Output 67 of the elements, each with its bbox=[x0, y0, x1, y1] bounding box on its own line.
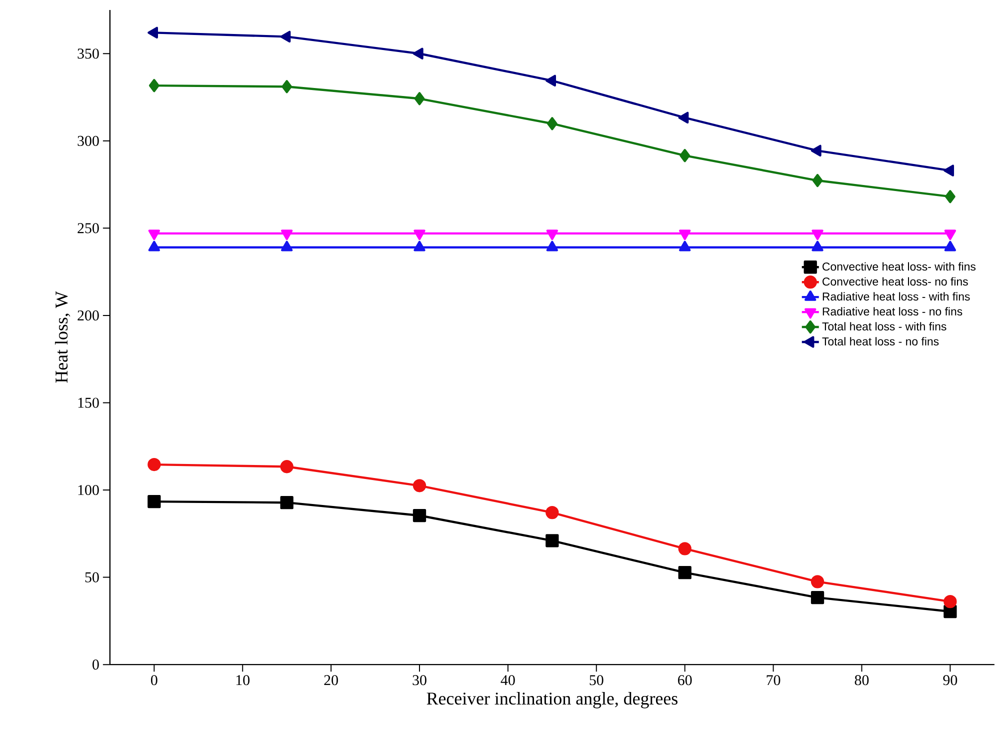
x-tick-label: 0 bbox=[150, 675, 158, 686]
point bbox=[546, 230, 558, 240]
point bbox=[679, 230, 691, 240]
point bbox=[148, 241, 160, 252]
point bbox=[546, 506, 559, 520]
y-tick-label: 200 bbox=[78, 310, 99, 321]
x-tick-label: 40 bbox=[500, 675, 515, 686]
point bbox=[810, 145, 822, 157]
y-tick-label: 350 bbox=[78, 48, 99, 59]
point bbox=[944, 190, 956, 204]
x-tick-label: 70 bbox=[766, 675, 780, 686]
legend-label: Radiative heat loss - with fins bbox=[822, 292, 970, 301]
point bbox=[148, 27, 158, 39]
x-tick-label: 10 bbox=[236, 675, 250, 686]
point bbox=[414, 92, 425, 106]
y-tick-label: 150 bbox=[78, 398, 99, 408]
point bbox=[280, 230, 293, 240]
point bbox=[148, 230, 160, 240]
point bbox=[944, 595, 957, 608]
point bbox=[812, 241, 824, 252]
y-tick-label: 0 bbox=[92, 660, 99, 670]
x-tick-label: 60 bbox=[678, 675, 692, 686]
point bbox=[679, 241, 691, 252]
point bbox=[412, 48, 424, 60]
point bbox=[678, 112, 689, 124]
x-axis-title: Receiver inclination angle, degrees bbox=[426, 692, 678, 709]
point bbox=[280, 241, 293, 252]
point bbox=[148, 79, 160, 92]
y-tick-label: 250 bbox=[78, 223, 99, 234]
point bbox=[678, 566, 692, 580]
point bbox=[412, 509, 426, 522]
point bbox=[812, 230, 824, 240]
y-tick-label: 300 bbox=[78, 136, 99, 146]
point bbox=[680, 149, 690, 162]
y-tick-label: 100 bbox=[78, 485, 99, 496]
point bbox=[944, 230, 956, 240]
x-tick-label: 80 bbox=[854, 675, 869, 686]
point bbox=[412, 479, 426, 492]
point bbox=[546, 241, 558, 252]
y-tick-label: 50 bbox=[85, 572, 99, 583]
legend-label: Convective heat loss- with fins bbox=[822, 262, 976, 271]
point bbox=[944, 241, 956, 252]
point bbox=[414, 230, 426, 240]
point bbox=[810, 591, 824, 604]
x-tick-label: 50 bbox=[590, 675, 604, 686]
y-axis-title: Heat loss, W bbox=[54, 292, 70, 384]
legend-label: Convective heat loss- no fins bbox=[822, 277, 968, 286]
point bbox=[678, 542, 692, 556]
point bbox=[812, 174, 823, 188]
point bbox=[148, 458, 161, 472]
point bbox=[546, 534, 559, 548]
x-tick-label: 20 bbox=[324, 675, 338, 686]
legend-label: Total heat loss - no fins bbox=[822, 337, 939, 346]
point bbox=[280, 496, 294, 510]
point bbox=[810, 575, 824, 588]
point bbox=[414, 241, 426, 252]
point bbox=[148, 495, 161, 508]
point bbox=[282, 80, 292, 94]
legend-label: Radiative heat loss - no fins bbox=[822, 307, 962, 316]
x-tick-label: 30 bbox=[412, 675, 426, 686]
legend-label: Total heat loss - with fins bbox=[822, 322, 946, 331]
point bbox=[944, 164, 954, 177]
point bbox=[546, 75, 556, 87]
x-tick-label: 90 bbox=[943, 675, 958, 686]
point bbox=[280, 31, 291, 43]
point bbox=[546, 117, 558, 130]
point bbox=[280, 460, 294, 474]
